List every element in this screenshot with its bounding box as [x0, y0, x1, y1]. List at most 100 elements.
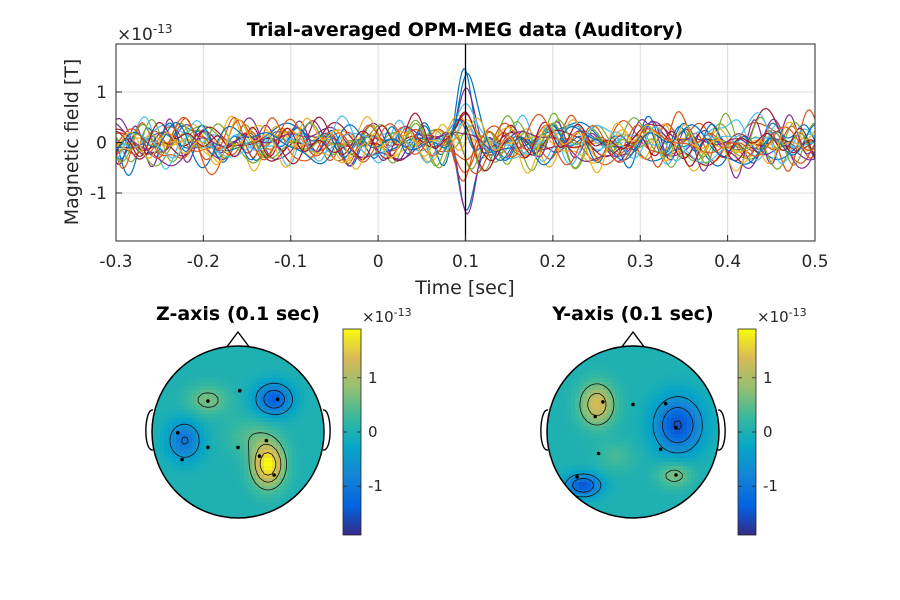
field-cell — [635, 382, 640, 387]
field-cell — [587, 474, 592, 479]
field-cell — [256, 398, 261, 403]
field-cell — [583, 374, 588, 379]
field-cell — [627, 514, 632, 518]
field-cell — [679, 490, 684, 495]
field-cell — [703, 446, 708, 451]
field-cell — [188, 378, 193, 383]
field-cell — [256, 426, 261, 431]
field-cell — [551, 414, 556, 419]
field-cell — [176, 470, 181, 475]
field-cell — [643, 506, 648, 511]
field-cell — [679, 362, 684, 367]
field-cell — [216, 482, 221, 487]
field-cell — [196, 362, 201, 367]
field-cell — [615, 506, 620, 511]
field-cell — [244, 442, 249, 447]
field-cell — [623, 466, 628, 471]
field-cell — [168, 406, 173, 411]
field-cell — [583, 370, 588, 375]
field-cell — [304, 442, 309, 447]
field-cell — [671, 486, 676, 491]
field-cell — [192, 378, 197, 383]
field-cell — [196, 458, 201, 463]
field-cell — [308, 482, 313, 487]
field-cell — [667, 502, 672, 507]
field-cell — [587, 438, 592, 443]
colorbar-tick-label: 0 — [763, 423, 773, 441]
field-cell — [228, 350, 233, 355]
field-cell — [216, 510, 221, 515]
field-cell — [639, 490, 644, 495]
field-cell — [160, 458, 165, 463]
field-cell — [699, 442, 704, 447]
field-cell — [156, 406, 161, 411]
field-cell — [599, 378, 604, 383]
field-cell — [212, 442, 217, 447]
field-cell — [663, 386, 668, 391]
sensor-dot — [237, 388, 242, 393]
field-cell — [707, 398, 712, 403]
field-cell — [228, 462, 233, 467]
field-cell — [316, 442, 321, 447]
field-cell — [288, 426, 293, 431]
field-cell — [687, 450, 692, 455]
field-cell — [164, 446, 169, 451]
field-cell — [244, 470, 249, 475]
field-cell — [663, 422, 668, 427]
field-cell — [180, 462, 185, 467]
field-cell — [659, 362, 664, 367]
field-cell — [204, 402, 209, 407]
field-cell — [619, 374, 624, 379]
field-cell — [196, 422, 201, 427]
field-cell — [292, 390, 297, 395]
field-cell — [567, 474, 572, 479]
field-cell — [184, 482, 189, 487]
field-cell — [595, 462, 600, 467]
field-cell — [623, 390, 628, 395]
field-cell — [192, 482, 197, 487]
field-cell — [184, 418, 189, 423]
field-cell — [212, 410, 217, 415]
field-cell — [260, 410, 265, 415]
field-cell — [236, 450, 241, 455]
field-cell — [272, 370, 277, 375]
field-cell — [627, 462, 632, 467]
field-cell — [619, 438, 624, 443]
field-cell — [591, 418, 596, 423]
field-cell — [316, 434, 321, 439]
field-cell — [679, 366, 684, 371]
field-cell — [675, 398, 680, 403]
field-cell — [691, 418, 696, 423]
field-cell — [695, 466, 700, 471]
field-cell — [703, 482, 708, 487]
field-cell — [260, 398, 265, 403]
field-cell — [659, 374, 664, 379]
field-cell — [280, 374, 285, 379]
field-cell — [691, 370, 696, 375]
field-cell — [244, 450, 249, 455]
field-cell — [563, 410, 568, 415]
field-cell — [611, 490, 616, 495]
field-cell — [220, 358, 225, 363]
field-cell — [567, 426, 572, 431]
field-cell — [567, 466, 572, 471]
head-outline — [151, 345, 325, 519]
field-cell — [232, 358, 237, 363]
field-cell — [679, 390, 684, 395]
field-cell — [280, 494, 285, 499]
field-cell — [280, 490, 285, 495]
field-cell — [216, 374, 221, 379]
field-cell — [272, 422, 277, 427]
field-cell — [268, 466, 273, 471]
field-cell — [308, 402, 313, 407]
field-cell — [663, 418, 668, 423]
field-cell — [651, 390, 656, 395]
field-cell — [296, 386, 301, 391]
field-cell — [228, 386, 233, 391]
field-cell — [583, 442, 588, 447]
field-cell — [583, 482, 588, 487]
field-cell — [160, 402, 165, 407]
field-cell — [212, 506, 217, 511]
field-cell — [188, 422, 193, 427]
field-cell — [635, 390, 640, 395]
